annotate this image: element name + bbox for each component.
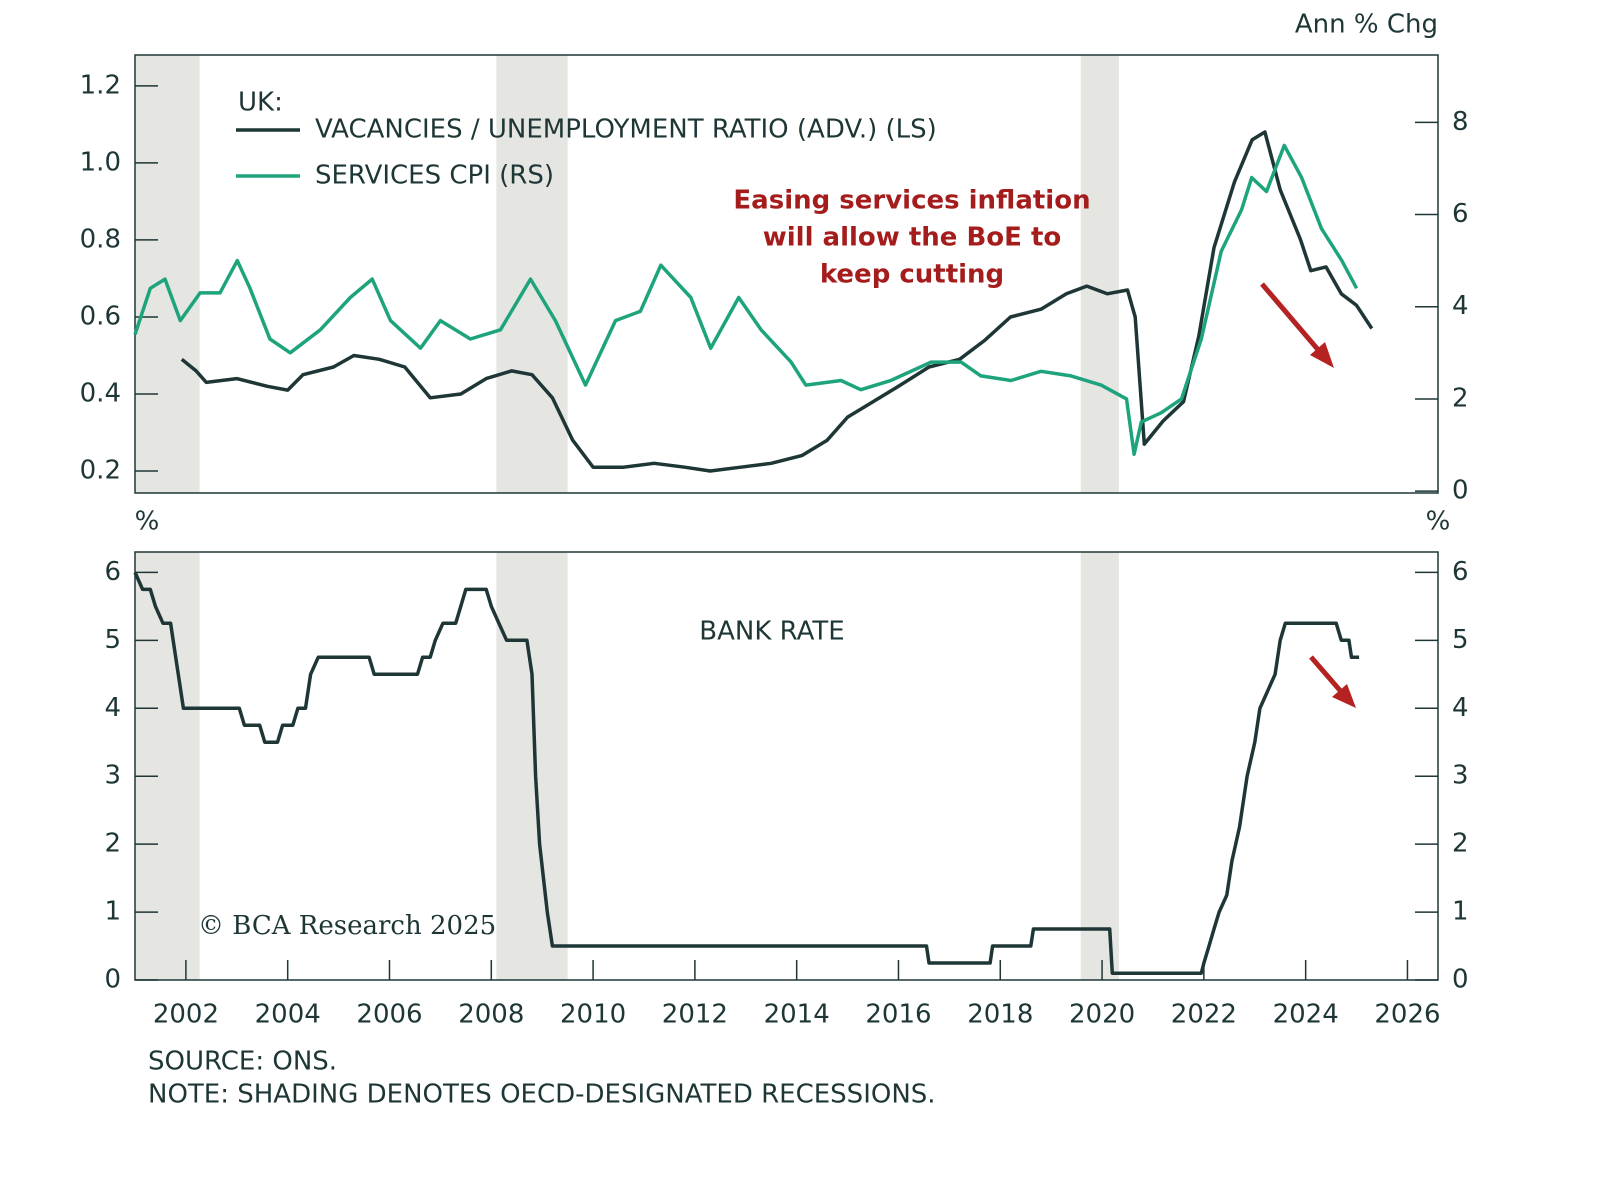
- y-tick-label: 1: [104, 897, 121, 927]
- y-tick-label: 0.2: [80, 456, 121, 486]
- x-tick-label: 2010: [560, 1000, 626, 1030]
- legend-label: SERVICES CPI (RS): [315, 161, 554, 191]
- annotation: will allow the BoE to: [763, 223, 1062, 253]
- x-tick-label: 2006: [356, 1000, 422, 1030]
- recession-shade: [1080, 552, 1119, 980]
- source: SOURCE: ONS.: [148, 1047, 337, 1077]
- front-layer: 0.2 0.4 0.6 0.8 1.0 1.2 0 2 4 6 8 Ann % Chg UK: VACAN…: [80, 10, 1469, 1030]
- x-tick-label: 2026: [1374, 1000, 1440, 1030]
- series-label: BANK RATE: [699, 617, 844, 647]
- x-tick-label: 2016: [865, 1000, 931, 1030]
- y-tick-label: 4: [104, 693, 121, 723]
- y-tick-label: 3: [104, 761, 121, 791]
- x-tick-label: 2022: [1171, 1000, 1237, 1030]
- plot-frame: [134, 551, 1439, 981]
- copyright: © BCA Research 2025: [198, 911, 496, 941]
- y-tick-label: 0.8: [80, 224, 121, 254]
- y2-tick-label: 6: [1452, 557, 1469, 587]
- series-line: [133, 571, 1360, 975]
- y2-tick-label: 8: [1452, 107, 1469, 137]
- series-line: [180, 130, 1374, 473]
- x-tick-label: 2012: [662, 1000, 728, 1030]
- recession-shade: [496, 552, 568, 980]
- y2-tick-label: 4: [1452, 291, 1469, 321]
- y-tick-label: 6: [104, 557, 121, 587]
- legend-label: VACANCIES / UNEMPLOYMENT RATIO (ADV.) (L…: [315, 115, 937, 145]
- plot-frame: [134, 54, 1439, 494]
- arrow: [1260, 282, 1322, 354]
- recession-shade: [1080, 55, 1119, 493]
- recession-shade: [496, 55, 568, 493]
- y-tick-label: 1.0: [80, 147, 121, 177]
- back-layer: [135, 55, 1119, 980]
- y-tick-label: 0.6: [80, 301, 121, 331]
- y2-tick-label: 5: [1452, 625, 1469, 655]
- y2-tick-label: 6: [1452, 199, 1469, 229]
- x-tick-label: 2008: [458, 1000, 524, 1030]
- y-tick-label: 0.4: [80, 378, 121, 408]
- y-tick-label: 0: [104, 965, 121, 995]
- annotation: keep cutting: [820, 260, 1004, 290]
- arrow-head: [1332, 684, 1356, 708]
- x-tick-label: 2004: [255, 1000, 321, 1030]
- y-tick-label: 1.2: [80, 70, 121, 100]
- recession-shade: [135, 55, 200, 493]
- note: NOTE: SHADING DENOTES OECD-DESIGNATED RE…: [148, 1080, 936, 1110]
- y-tick-label: 5: [104, 625, 121, 655]
- x-tick-label: 2002: [153, 1000, 219, 1030]
- y-tick-label: 2: [104, 829, 121, 859]
- y2-axis-label: Ann % Chg: [1295, 10, 1438, 40]
- y2-tick-label: 0: [1452, 965, 1469, 995]
- annotation: Easing services inflation: [733, 186, 1090, 216]
- y2-tick-label: 1: [1452, 897, 1469, 927]
- y2-tick-label: 2: [1452, 829, 1469, 859]
- y-axis-label: %: [135, 507, 160, 537]
- y2-tick-label: 2: [1452, 383, 1469, 413]
- y2-tick-label: 0: [1452, 476, 1469, 506]
- x-tick-label: 2024: [1273, 1000, 1339, 1030]
- y2-axis-label: %: [1426, 507, 1451, 537]
- y2-tick-label: 3: [1452, 761, 1469, 791]
- recession-shade: [135, 552, 200, 980]
- series-line: [133, 143, 1359, 457]
- x-tick-label: 2018: [967, 1000, 1033, 1030]
- x-tick-label: 2014: [764, 1000, 830, 1030]
- y2-tick-label: 4: [1452, 693, 1469, 723]
- x-tick-label: 2020: [1069, 1000, 1135, 1030]
- legend-title: UK:: [238, 88, 283, 118]
- arrow-head: [1310, 342, 1334, 368]
- arrow: [1309, 655, 1346, 697]
